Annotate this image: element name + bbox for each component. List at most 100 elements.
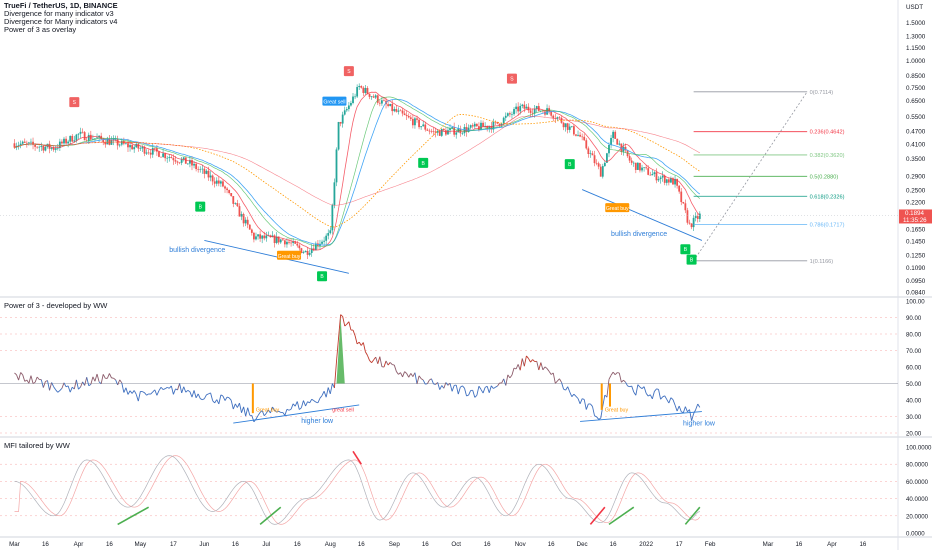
candle-body	[282, 240, 284, 241]
power-of-3-line	[289, 409, 291, 410]
power-of-3-line	[171, 386, 173, 394]
power-of-3-line	[194, 390, 196, 397]
power-of-3-line	[586, 404, 588, 410]
candle-body	[455, 132, 457, 134]
candle-body	[565, 123, 567, 127]
great-buy-bar[interactable]	[252, 384, 254, 414]
power-of-3-line	[114, 378, 116, 380]
power-of-3-line	[31, 376, 33, 384]
power-of-3-line	[378, 357, 380, 364]
power-of-3-line	[370, 360, 372, 362]
power-of-3-line	[68, 386, 70, 392]
mfi-tick-label: 20.0000	[906, 513, 929, 520]
power-of-3-line	[23, 375, 25, 382]
power-of-3-line	[204, 395, 206, 399]
candle-body	[119, 145, 121, 146]
candle-body	[641, 168, 643, 171]
mfi-tick-label: 60.0000	[906, 479, 929, 486]
candle-body	[251, 230, 253, 233]
time-tick-label: 16	[484, 541, 491, 548]
power-of-3-line	[95, 374, 97, 381]
power-of-3-line	[584, 399, 586, 409]
candle-body	[216, 181, 218, 184]
power-of-3-line	[469, 390, 471, 395]
power-of-3-line	[599, 418, 601, 419]
fib-level-label: 0.5(0.2880)	[810, 174, 839, 180]
candle-body	[680, 192, 682, 202]
power-of-3-line	[477, 386, 479, 395]
power-of-3-title[interactable]: Power of 3 - developed by WW	[4, 301, 107, 310]
power-of-3-line	[118, 380, 120, 385]
power-of-3-line	[322, 391, 324, 395]
power-of-3-line	[324, 391, 326, 397]
candle-body	[695, 216, 697, 218]
power-of-3-line	[184, 387, 186, 392]
mfi-highlight	[260, 507, 281, 524]
candle-body	[104, 142, 106, 144]
power-of-3-line	[415, 373, 417, 384]
price-tick-label: 1.0000	[906, 58, 926, 65]
power-of-3-line	[97, 374, 99, 382]
power-of-3-line	[242, 407, 244, 413]
power-of-3-line	[359, 342, 361, 345]
candle-body	[691, 224, 693, 228]
power-of-3-line	[673, 400, 675, 406]
candle-body	[364, 88, 366, 93]
candle-body	[195, 164, 197, 169]
candle-body	[191, 160, 193, 165]
candle-body	[158, 152, 160, 157]
candle-body	[660, 178, 662, 180]
power-of-3-line	[450, 383, 452, 391]
time-tick-label: 16	[422, 541, 429, 548]
mfi-title[interactable]: MFI tailored by WW	[4, 441, 70, 450]
candle-body	[395, 109, 397, 112]
candle-body	[567, 123, 569, 130]
candle-body	[131, 145, 133, 149]
power-of-3-line	[52, 382, 54, 386]
power-of-3-line	[89, 384, 91, 385]
power-of-3-line	[685, 407, 687, 412]
power-of-3-line	[553, 373, 555, 383]
candle-body	[197, 169, 199, 170]
power-of-3-line	[103, 374, 105, 378]
candle-body	[470, 125, 472, 128]
candle-body	[321, 242, 323, 244]
power-of-3-line	[559, 379, 561, 383]
candle-body	[164, 153, 166, 158]
candle-body	[656, 172, 658, 180]
candle-body	[552, 116, 554, 119]
candle-body	[697, 216, 699, 219]
candle-body	[181, 160, 183, 163]
great-buy-bar[interactable]	[601, 384, 603, 410]
candle-body	[658, 179, 660, 180]
power-of-3-line	[615, 373, 617, 375]
candle-body	[614, 132, 616, 139]
candle-body	[509, 113, 511, 114]
indicator-name-3[interactable]: Power of 3 as overlay	[4, 26, 76, 34]
power-of-3-line	[537, 361, 539, 370]
candle-body	[590, 153, 592, 154]
power-of-3-line	[495, 386, 497, 387]
power-of-3-line	[623, 380, 625, 382]
power-of-3-line	[246, 408, 248, 416]
power-of-3-line	[508, 375, 510, 378]
candle-body	[369, 94, 371, 97]
candle-body	[476, 124, 478, 126]
power-of-3-line	[473, 390, 475, 397]
candle-body	[414, 118, 416, 125]
price-tick-label: 0.5500	[906, 114, 926, 121]
power-of-3-line	[60, 388, 62, 390]
power-of-3-line	[696, 404, 698, 410]
candle-body	[431, 131, 433, 132]
osc-tick-label: 50.00	[906, 381, 922, 388]
candle-body	[208, 171, 210, 178]
candle-body	[389, 104, 391, 106]
power-of-3-line	[295, 401, 297, 406]
candle-body	[125, 143, 127, 144]
candle-body	[559, 117, 561, 118]
candle-body	[257, 234, 259, 236]
great-buy-bar[interactable]	[609, 384, 611, 407]
power-of-3-line	[555, 381, 557, 383]
candle-body	[530, 110, 532, 113]
